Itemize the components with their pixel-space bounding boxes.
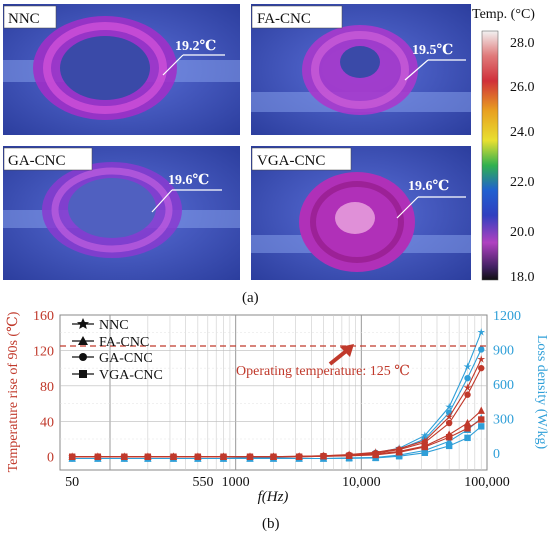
data-point bbox=[445, 419, 453, 427]
legend-label: FA-CNC bbox=[99, 335, 149, 350]
data-point bbox=[464, 391, 471, 398]
thermal-label-fa-cnc: FA-CNC bbox=[257, 11, 311, 27]
data-point bbox=[421, 443, 429, 451]
left-tick-label: 0 bbox=[47, 451, 54, 466]
data-point bbox=[445, 402, 454, 411]
data-point bbox=[477, 406, 485, 414]
data-point bbox=[463, 418, 472, 427]
data-point bbox=[144, 453, 152, 460]
data-point bbox=[121, 453, 128, 460]
data-point bbox=[478, 416, 485, 423]
left-tick-label: 160 bbox=[33, 309, 54, 324]
color-scale-tick: 24.0 bbox=[510, 125, 535, 140]
data-point bbox=[68, 453, 76, 460]
data-point bbox=[420, 431, 429, 439]
loss-series-line bbox=[72, 425, 482, 460]
color-scale-tick: 28.0 bbox=[510, 36, 535, 51]
gridlines bbox=[60, 315, 487, 470]
annotation-arrow bbox=[328, 344, 354, 366]
left-tick-label: 120 bbox=[33, 344, 54, 359]
data-point bbox=[477, 328, 486, 336]
x-tick-label: 550 bbox=[193, 475, 214, 490]
data-point bbox=[445, 437, 453, 445]
thermal-label-vga-cnc: VGA-CNC bbox=[257, 153, 325, 169]
legend-label: VGA-CNC bbox=[99, 368, 163, 383]
x-axis-ticks: 50 550 1000 10,000 100,000 bbox=[65, 475, 510, 490]
data-point bbox=[320, 453, 327, 460]
x-tick-label: 50 bbox=[65, 475, 79, 490]
right-tick-label: 300 bbox=[493, 412, 514, 427]
temperature-reading-vga-cnc: 19.6℃ bbox=[408, 179, 450, 194]
data-point bbox=[220, 453, 227, 460]
right-tick-label: 1200 bbox=[493, 309, 521, 324]
temperature-reading-nnc: 19.2℃ bbox=[175, 39, 217, 54]
temperature-reading-ga-cnc: 19.6℃ bbox=[168, 173, 210, 188]
data-point bbox=[477, 355, 486, 363]
data-point bbox=[270, 453, 277, 460]
chart: 160 120 80 40 0 1200 900 600 300 0 50 55… bbox=[6, 309, 549, 505]
legend-label: GA-CNC bbox=[99, 351, 153, 366]
data-point bbox=[464, 374, 471, 382]
data-point bbox=[94, 453, 102, 460]
color-scale-tick: 18.0 bbox=[510, 270, 535, 285]
thermal-label-ga-cnc: GA-CNC bbox=[8, 153, 66, 169]
color-scale-title: Temp. (°C) bbox=[472, 7, 535, 22]
right-tick-label: 900 bbox=[493, 343, 514, 358]
data-point bbox=[170, 453, 177, 460]
thermal-image-nnc: NNC 19.2℃ bbox=[3, 4, 240, 135]
thermal-image-ga-cnc: GA-CNC 19.6℃ bbox=[3, 146, 240, 280]
right-tick-label: 600 bbox=[493, 378, 514, 393]
data-point bbox=[246, 453, 254, 460]
data-point bbox=[194, 453, 202, 460]
thermal-image-vga-cnc: VGA-CNC 19.6℃ bbox=[251, 146, 471, 280]
x-axis-label: f(Hz) bbox=[258, 489, 289, 505]
legend-item-nnc: NNC bbox=[72, 318, 129, 333]
data-point bbox=[445, 434, 453, 441]
temperature-series-line bbox=[72, 419, 482, 458]
thermal-label-nnc: NNC bbox=[8, 11, 40, 27]
data-point bbox=[372, 451, 379, 459]
data-point bbox=[445, 442, 453, 450]
operating-temperature-label: Operating temperature: 125 ℃ bbox=[236, 364, 410, 379]
temperature-reading-fa-cnc: 19.5℃ bbox=[412, 43, 454, 58]
data-point bbox=[478, 346, 485, 353]
data-point bbox=[395, 453, 403, 460]
data-point bbox=[463, 383, 472, 391]
thermal-image-fa-cnc: FA-CNC 19.5℃ bbox=[251, 4, 471, 135]
right-tick-label: 0 bbox=[493, 447, 500, 462]
left-tick-label: 40 bbox=[40, 415, 54, 430]
x-tick-label: 100,000 bbox=[464, 475, 510, 490]
series-layer bbox=[68, 328, 486, 462]
legend: NNC FA-CNC GA-CNC VGA-CNC bbox=[72, 318, 163, 383]
right-axis-label: Loss density (W/kg) bbox=[534, 335, 549, 450]
legend-item-ga-cnc: GA-CNC bbox=[72, 351, 153, 366]
left-tick-label: 80 bbox=[40, 380, 54, 395]
data-point bbox=[395, 449, 403, 456]
x-tick-label: 10,000 bbox=[342, 475, 381, 490]
temperature-series-vga-cnc bbox=[68, 416, 485, 460]
data-point bbox=[463, 362, 472, 371]
data-point bbox=[478, 364, 485, 372]
color-scale-tick: 20.0 bbox=[510, 225, 535, 240]
data-point bbox=[295, 453, 303, 460]
color-scale-tick: 26.0 bbox=[510, 80, 535, 95]
data-point bbox=[445, 412, 454, 421]
legend-item-vga-cnc: VGA-CNC bbox=[72, 368, 163, 383]
x-tick-label: 1000 bbox=[222, 475, 250, 490]
data-point bbox=[421, 449, 429, 456]
panel-a-caption: (a) bbox=[242, 290, 259, 306]
legend-label: NNC bbox=[99, 318, 129, 333]
legend-item-fa-cnc: FA-CNC bbox=[72, 335, 149, 350]
panel-b-caption: (b) bbox=[262, 516, 280, 532]
temperature-color-scale: Temp. (°C) 28.0 26.0 24.0 22.0 20.0 18.0 bbox=[472, 7, 535, 285]
data-point bbox=[464, 434, 471, 442]
right-axis-ticks: 1200 900 600 300 0 bbox=[493, 309, 521, 462]
data-point bbox=[464, 425, 471, 432]
left-axis-label: Temperature rise of 90s (℃) bbox=[6, 311, 21, 472]
color-scale-tick: 22.0 bbox=[510, 175, 535, 190]
left-axis-ticks: 160 120 80 40 0 bbox=[33, 309, 54, 466]
data-point bbox=[345, 452, 353, 460]
data-point bbox=[478, 423, 485, 430]
